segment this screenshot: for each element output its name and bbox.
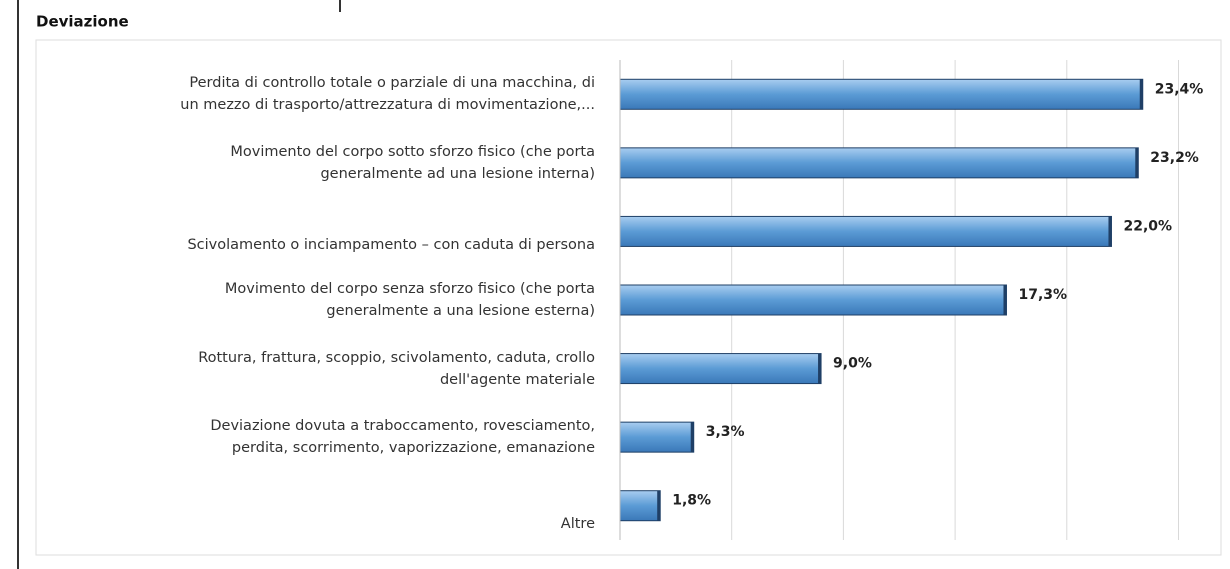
value-label: 17,3% — [1018, 287, 1067, 303]
category-label: Movimento del corpo sotto sforzo fisico … — [230, 143, 595, 182]
bar-shadow — [1003, 285, 1007, 315]
category-label: Perdita di controllo totale o parziale d… — [180, 75, 595, 114]
bar — [619, 147, 1139, 179]
category-label: Rottura, frattura, scoppio, scivolamento… — [198, 349, 595, 388]
chart-title: Deviazione — [36, 13, 129, 31]
bar-shadow — [1108, 216, 1112, 247]
bar-shadow — [690, 422, 694, 453]
bar — [619, 353, 822, 385]
bar-shadow — [657, 490, 661, 521]
value-label: 1,8% — [672, 493, 711, 509]
bar — [619, 490, 661, 522]
category-label: Deviazione dovuta a traboccamento, roves… — [210, 418, 595, 457]
category-label: Scivolamento o inciampamento – con cadut… — [187, 237, 595, 254]
value-label: 23,4% — [1155, 81, 1204, 97]
category-label: Altre — [560, 515, 595, 532]
category-label: Movimento del corpo senza sforzo fisico … — [224, 281, 595, 319]
bar — [619, 421, 695, 453]
bar — [619, 78, 1144, 110]
value-label: 3,3% — [706, 424, 745, 440]
bar — [619, 215, 1112, 247]
bar-shadow — [818, 353, 822, 384]
value-label: 22,0% — [1123, 218, 1172, 234]
bar — [619, 284, 1007, 316]
value-label: 23,2% — [1150, 150, 1199, 166]
bar-shadow — [1135, 147, 1139, 178]
value-label: 9,0% — [833, 356, 872, 372]
bar-shadow — [1139, 79, 1143, 110]
